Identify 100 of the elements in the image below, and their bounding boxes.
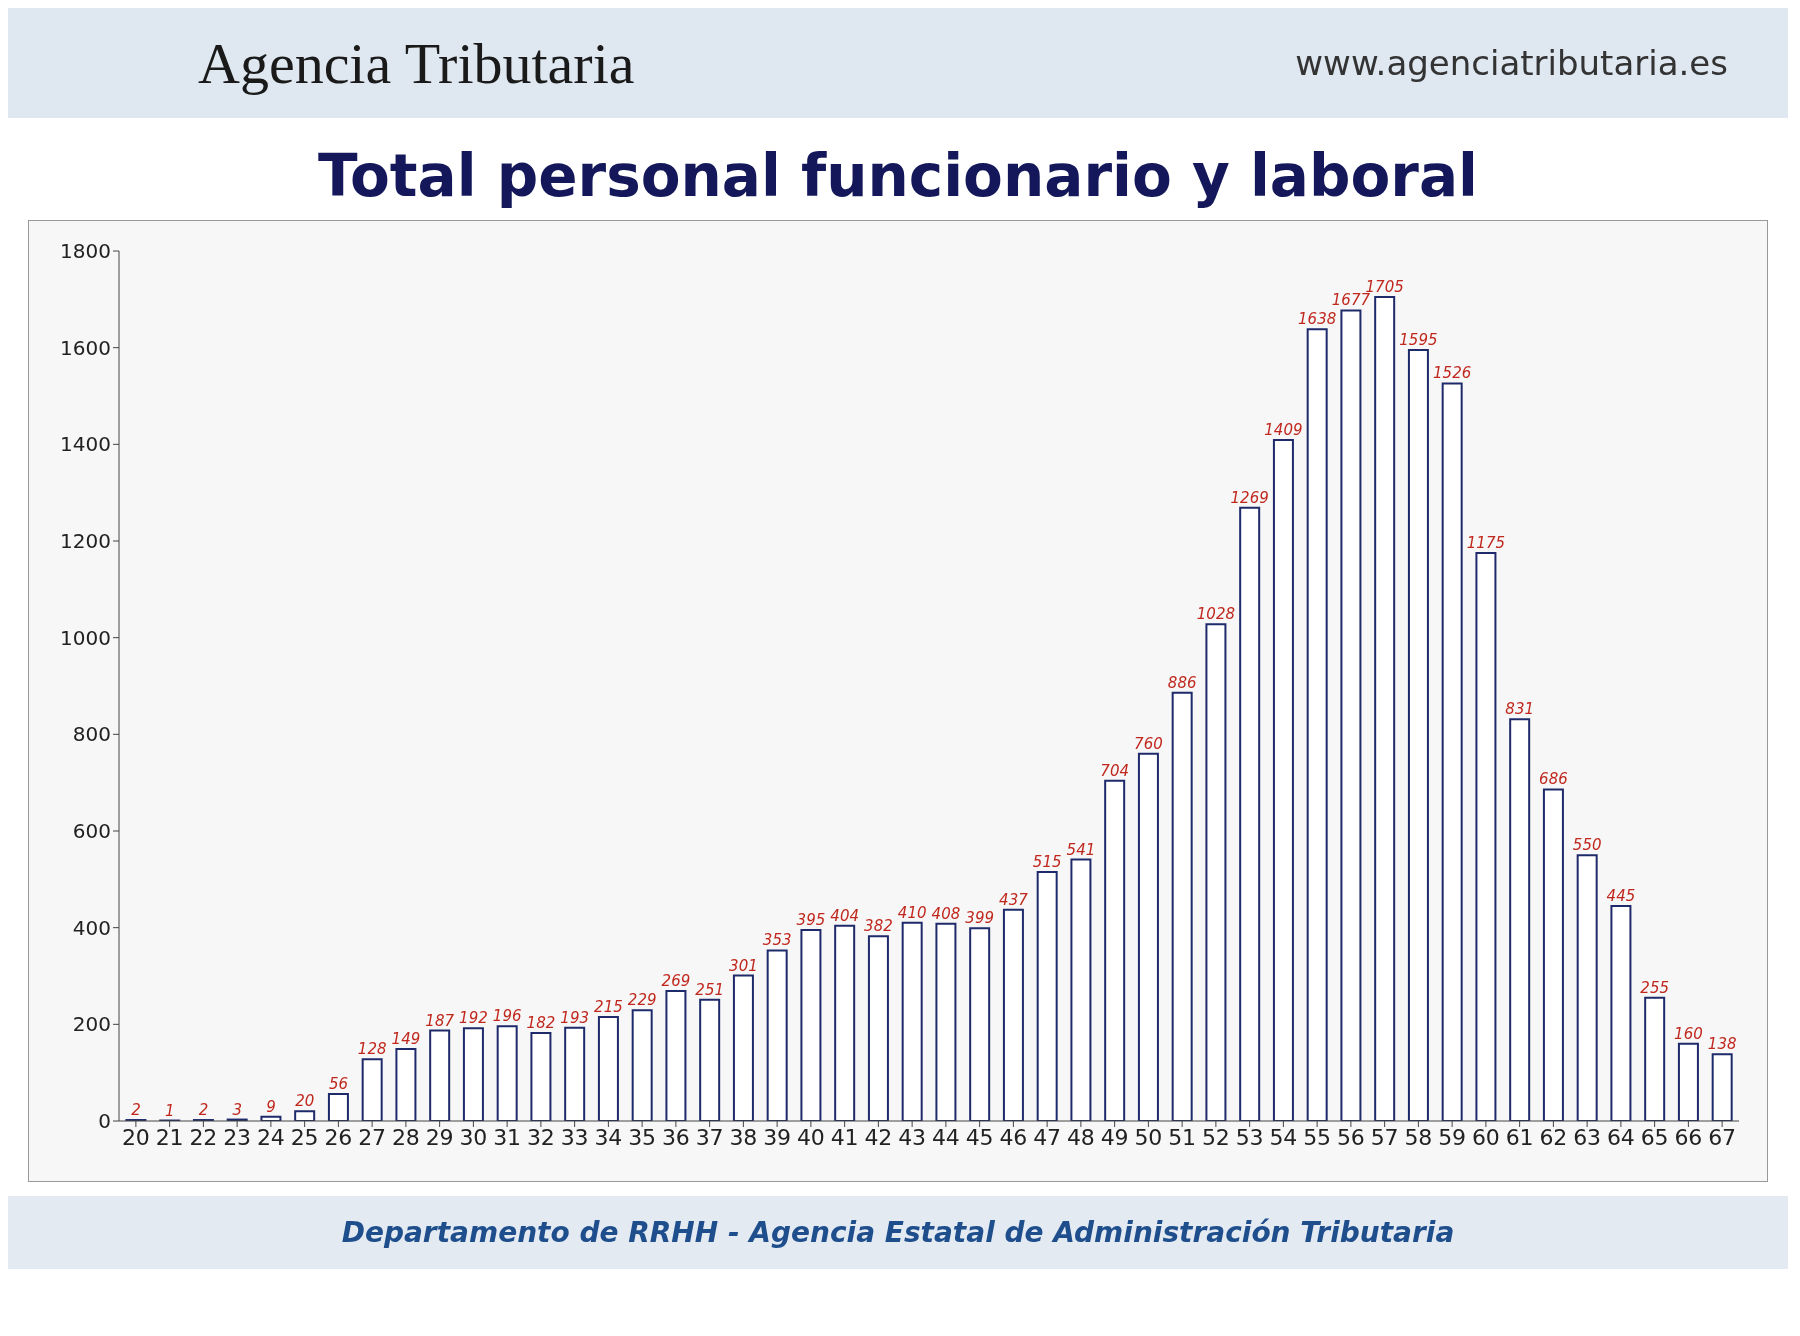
- x-tick-label: 27: [358, 1124, 387, 1150]
- data-label: 1638: [1298, 310, 1337, 329]
- x-tick-label: 44: [931, 1124, 960, 1150]
- data-label: 193: [560, 1008, 589, 1027]
- text: Agencia Tributaria: [198, 29, 635, 97]
- y-tick-label: 1800: [60, 239, 111, 264]
- data-label: 1526: [1433, 364, 1472, 383]
- x-tick-label: 32: [526, 1124, 555, 1150]
- x-tick-label: 41: [830, 1124, 859, 1150]
- x-tick-label: 21: [155, 1124, 184, 1150]
- x-tick-label: 49: [1100, 1124, 1129, 1150]
- x-tick-label: 42: [864, 1124, 893, 1150]
- data-label: 215: [594, 998, 623, 1017]
- data-label: 831: [1505, 700, 1534, 719]
- data-label: 1028: [1196, 605, 1236, 624]
- data-label: 229: [627, 991, 657, 1010]
- data-label: 149: [391, 1029, 421, 1048]
- data-label: 1595: [1399, 331, 1438, 350]
- x-tick-label: 67: [1708, 1124, 1737, 1150]
- data-label: 410: [897, 903, 927, 922]
- x-tick-label: 20: [121, 1124, 150, 1150]
- x-tick-label: 65: [1640, 1124, 1669, 1150]
- data-label: 404: [830, 906, 859, 925]
- data-label: 9: [266, 1097, 276, 1116]
- x-tick-label: 26: [324, 1124, 353, 1150]
- data-label: 251: [695, 980, 724, 999]
- x-tick-label: 66: [1674, 1124, 1703, 1150]
- data-label: 515: [1032, 853, 1062, 872]
- y-tick-label: 600: [72, 819, 111, 844]
- data-label: 301: [729, 956, 758, 975]
- data-label: 395: [796, 911, 826, 930]
- x-tick-label: 29: [425, 1124, 454, 1150]
- x-tick-label: 47: [1033, 1124, 1062, 1150]
- x-tick-label: 63: [1573, 1124, 1602, 1150]
- data-label: 3: [232, 1100, 242, 1119]
- x-tick-label: 57: [1370, 1124, 1399, 1150]
- x-tick-label: 54: [1269, 1124, 1298, 1150]
- x-tick-label: 25: [290, 1124, 319, 1150]
- data-label: 255: [1640, 978, 1669, 997]
- data-label: 1269: [1230, 488, 1269, 507]
- x-tick-label: 31: [493, 1124, 522, 1150]
- x-tick-label: 35: [628, 1124, 657, 1150]
- data-label: 408: [931, 904, 961, 923]
- x-tick-label: 22: [189, 1124, 218, 1150]
- data-label: 541: [1066, 840, 1096, 859]
- data-label: 192: [459, 1009, 488, 1028]
- data-label: 196: [492, 1007, 522, 1026]
- data-label: 20: [295, 1092, 315, 1111]
- data-label: 56: [328, 1074, 348, 1093]
- data-label: 2: [198, 1101, 209, 1120]
- x-tick-label: 43: [898, 1124, 927, 1150]
- data-label: 160: [1674, 1024, 1703, 1043]
- data-label: 437: [999, 890, 1029, 909]
- text: www.agenciatributaria.es: [1295, 43, 1728, 83]
- x-tick-label: 52: [1201, 1124, 1230, 1150]
- data-label: 760: [1134, 734, 1163, 753]
- x-tick-label: 51: [1168, 1124, 1197, 1150]
- x-tick-label: 58: [1404, 1124, 1433, 1150]
- data-label: 704: [1100, 761, 1129, 780]
- x-tick-label: 48: [1066, 1124, 1095, 1150]
- data-label: 269: [661, 971, 691, 990]
- x-tick-label: 28: [391, 1124, 420, 1150]
- x-tick-label: 64: [1606, 1124, 1635, 1150]
- data-label: 382: [864, 917, 893, 936]
- data-label: 128: [357, 1040, 387, 1059]
- x-tick-label: 59: [1438, 1124, 1467, 1150]
- x-tick-label: 30: [459, 1124, 488, 1150]
- data-label: 550: [1572, 836, 1602, 855]
- data-label: 187: [425, 1011, 455, 1030]
- data-label: 399: [965, 909, 994, 928]
- data-label: 1175: [1466, 534, 1506, 553]
- data-label: 182: [526, 1014, 556, 1033]
- data-label: 138: [1707, 1035, 1737, 1054]
- y-tick-label: 800: [72, 722, 111, 747]
- data-label: 353: [762, 931, 792, 950]
- x-tick-label: 53: [1235, 1124, 1264, 1150]
- data-label: 445: [1606, 886, 1636, 905]
- x-tick-label: 39: [763, 1124, 792, 1150]
- x-tick-label: 56: [1336, 1124, 1365, 1150]
- x-tick-label: 37: [695, 1124, 724, 1150]
- y-tick-label: 200: [72, 1012, 111, 1037]
- y-tick-label: 1200: [60, 529, 111, 554]
- x-tick-label: 33: [560, 1124, 589, 1150]
- x-tick-label: 50: [1134, 1124, 1163, 1150]
- y-tick-label: 1600: [60, 335, 111, 360]
- chart-title: Total personal funcionario y laboral: [317, 142, 1479, 210]
- x-tick-label: 36: [661, 1124, 690, 1150]
- x-tick-label: 60: [1471, 1124, 1500, 1150]
- data-label: 1409: [1264, 420, 1303, 439]
- data-label: 886: [1167, 673, 1197, 692]
- x-tick-label: 40: [796, 1124, 825, 1150]
- y-tick-label: 1000: [60, 625, 111, 650]
- data-label: 1677: [1331, 291, 1371, 310]
- x-tick-label: 24: [256, 1124, 285, 1150]
- data-label: 686: [1539, 770, 1568, 789]
- x-tick-label: 45: [965, 1124, 994, 1150]
- data-label: 1: [164, 1101, 175, 1120]
- text: Departamento de RRHH - Agencia Estatal de Administración Tributaria: [8, 1196, 1788, 1269]
- x-tick-label: 34: [594, 1124, 623, 1150]
- x-tick-label: 62: [1539, 1124, 1568, 1150]
